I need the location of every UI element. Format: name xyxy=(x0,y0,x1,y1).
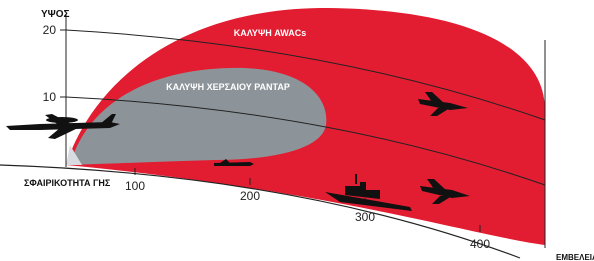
x-axis-title: ΕΜΒΕΛΕΙΑ xyxy=(556,253,594,261)
x-tick-label: 300 xyxy=(355,210,375,224)
coverage-diagram: ΥΨΟΣ 20 10 ΚΑΛΥΨΗ AWACs ΚΑΛΥΨΗ ΧΕΡΣΑΙΟΥ … xyxy=(0,0,594,261)
x-tick-label: 400 xyxy=(470,237,490,251)
awacs-label: ΚΑΛΥΨΗ AWACs xyxy=(234,28,306,38)
y-axis-title: ΥΨΟΣ xyxy=(41,9,70,20)
y-tick-label: 20 xyxy=(43,23,57,37)
ground-radar-label: ΚΑΛΥΨΗ ΧΕΡΣΑΙΟΥ ΡΑΝΤΑΡ xyxy=(166,82,290,92)
earth-label: ΣΦΑΙΡΙΚΟΤΗΤΑ ΓΗΣ xyxy=(24,178,111,188)
x-tick-label: 200 xyxy=(240,189,260,203)
y-tick-label: 10 xyxy=(43,90,57,104)
x-tick-label: 100 xyxy=(125,179,145,193)
